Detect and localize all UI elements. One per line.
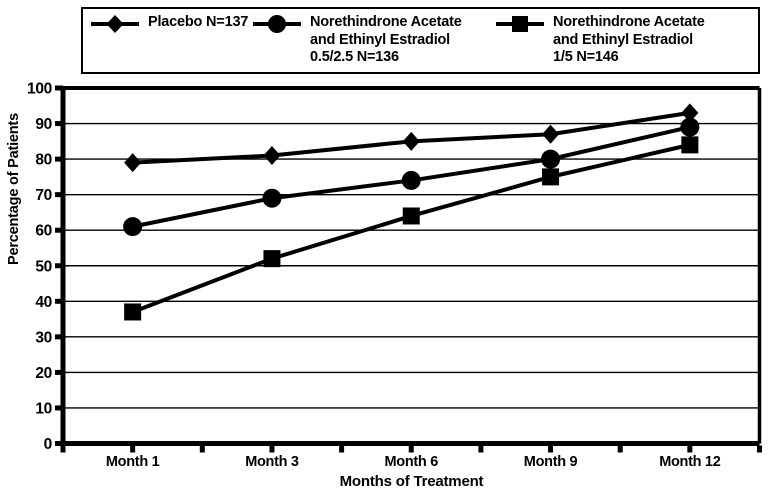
x-tick-label: Month 3 (245, 454, 299, 470)
x-tick-label: Month 1 (106, 454, 160, 470)
legend-item-placebo: Placebo N=137 (90, 12, 248, 35)
y-tick-label: 60 (35, 223, 52, 240)
square-marker-icon (681, 136, 699, 154)
x-axis-tick (408, 445, 414, 453)
series-line (131, 142, 691, 314)
circle-marker-icon (680, 117, 700, 137)
x-tick-label: Month 9 (524, 454, 578, 470)
y-tick-label: 40 (35, 294, 52, 311)
legend-label-placebo: Placebo N=137 (148, 14, 248, 32)
square-marker-icon (402, 207, 420, 225)
y-axis-tick (55, 85, 63, 91)
x-axis-tick (339, 445, 345, 453)
y-tick-label: 20 (35, 365, 52, 382)
circle-marker-icon (401, 170, 421, 190)
x-axis-tick (617, 445, 623, 453)
y-tick-label: 70 (35, 187, 52, 204)
legend-text-line: 0.5/2.5 N=136 (310, 49, 399, 65)
y-axis-tick (55, 369, 63, 375)
y-tick-label: 100 (27, 81, 52, 98)
legend-item-high-dose: Norethindrone Acetate and Ethinyl Estrad… (495, 12, 705, 67)
y-axis-tick (55, 121, 63, 127)
y-tick-label: 30 (35, 329, 52, 346)
circle-marker-icon (262, 188, 282, 208)
x-axis-tick (757, 445, 762, 453)
square-marker-icon (263, 250, 281, 268)
diamond-marker-icon (124, 153, 142, 173)
legend-text-line: and Ethinyl Estradiol (310, 31, 451, 48)
x-axis-title: Months of Treatment (339, 473, 484, 490)
x-tick-label: Month 12 (659, 454, 720, 470)
circle-marker-icon (253, 15, 301, 33)
y-axis-tick (55, 227, 63, 233)
y-axis-tick (55, 334, 63, 340)
y-tick-label: 0 (44, 436, 52, 453)
legend-text-line: Norethindrone Acetate (553, 14, 705, 30)
diamond-marker-icon (681, 103, 699, 123)
x-axis-tick (478, 445, 484, 453)
legend-text-line: Placebo N=137 (148, 14, 249, 30)
legend-label-low-dose: Norethindrone Acetate and Ethinyl Estrad… (310, 14, 462, 67)
y-axis-tick (55, 405, 63, 411)
legend-text-line: 1/5 N=146 (553, 49, 619, 65)
x-tick-label: Month 6 (385, 454, 439, 470)
chart-legend: Placebo N=137 Norethindrone Acetate and … (81, 7, 760, 74)
x-axis-tick (60, 445, 66, 453)
square-marker-icon (124, 303, 142, 321)
legend-text-line: Norethindrone Acetate (310, 14, 462, 30)
diamond-marker-icon (542, 124, 560, 144)
x-axis-tick (199, 445, 205, 453)
x-axis-tick (687, 445, 693, 453)
y-tick-label: 80 (35, 152, 52, 169)
y-tick-label: 50 (35, 258, 52, 275)
legend-item-low-dose: Norethindrone Acetate and Ethinyl Estrad… (252, 12, 462, 67)
diamond-marker-icon (263, 146, 281, 166)
square-marker-icon (542, 168, 560, 186)
y-tick-label: 10 (35, 400, 52, 417)
x-axis-tick (548, 445, 554, 453)
y-axis-tick (55, 192, 63, 198)
x-axis-tick (269, 445, 275, 453)
legend-text-line: and Ethinyl Estradiol (553, 31, 694, 48)
y-tick-label: 90 (35, 116, 52, 133)
diamond-marker-icon (402, 131, 420, 151)
square-marker-icon (496, 16, 544, 32)
circle-marker-icon (541, 149, 561, 169)
y-axis-tick (55, 156, 63, 162)
y-axis-tick (55, 263, 63, 269)
circle-marker-icon (123, 217, 143, 237)
x-axis-tick (130, 445, 136, 453)
y-axis-tick (55, 441, 63, 446)
legend-label-high-dose: Norethindrone Acetate and Ethinyl Estrad… (553, 14, 705, 67)
diamond-marker-icon (91, 15, 139, 33)
y-axis-tick (55, 298, 63, 304)
